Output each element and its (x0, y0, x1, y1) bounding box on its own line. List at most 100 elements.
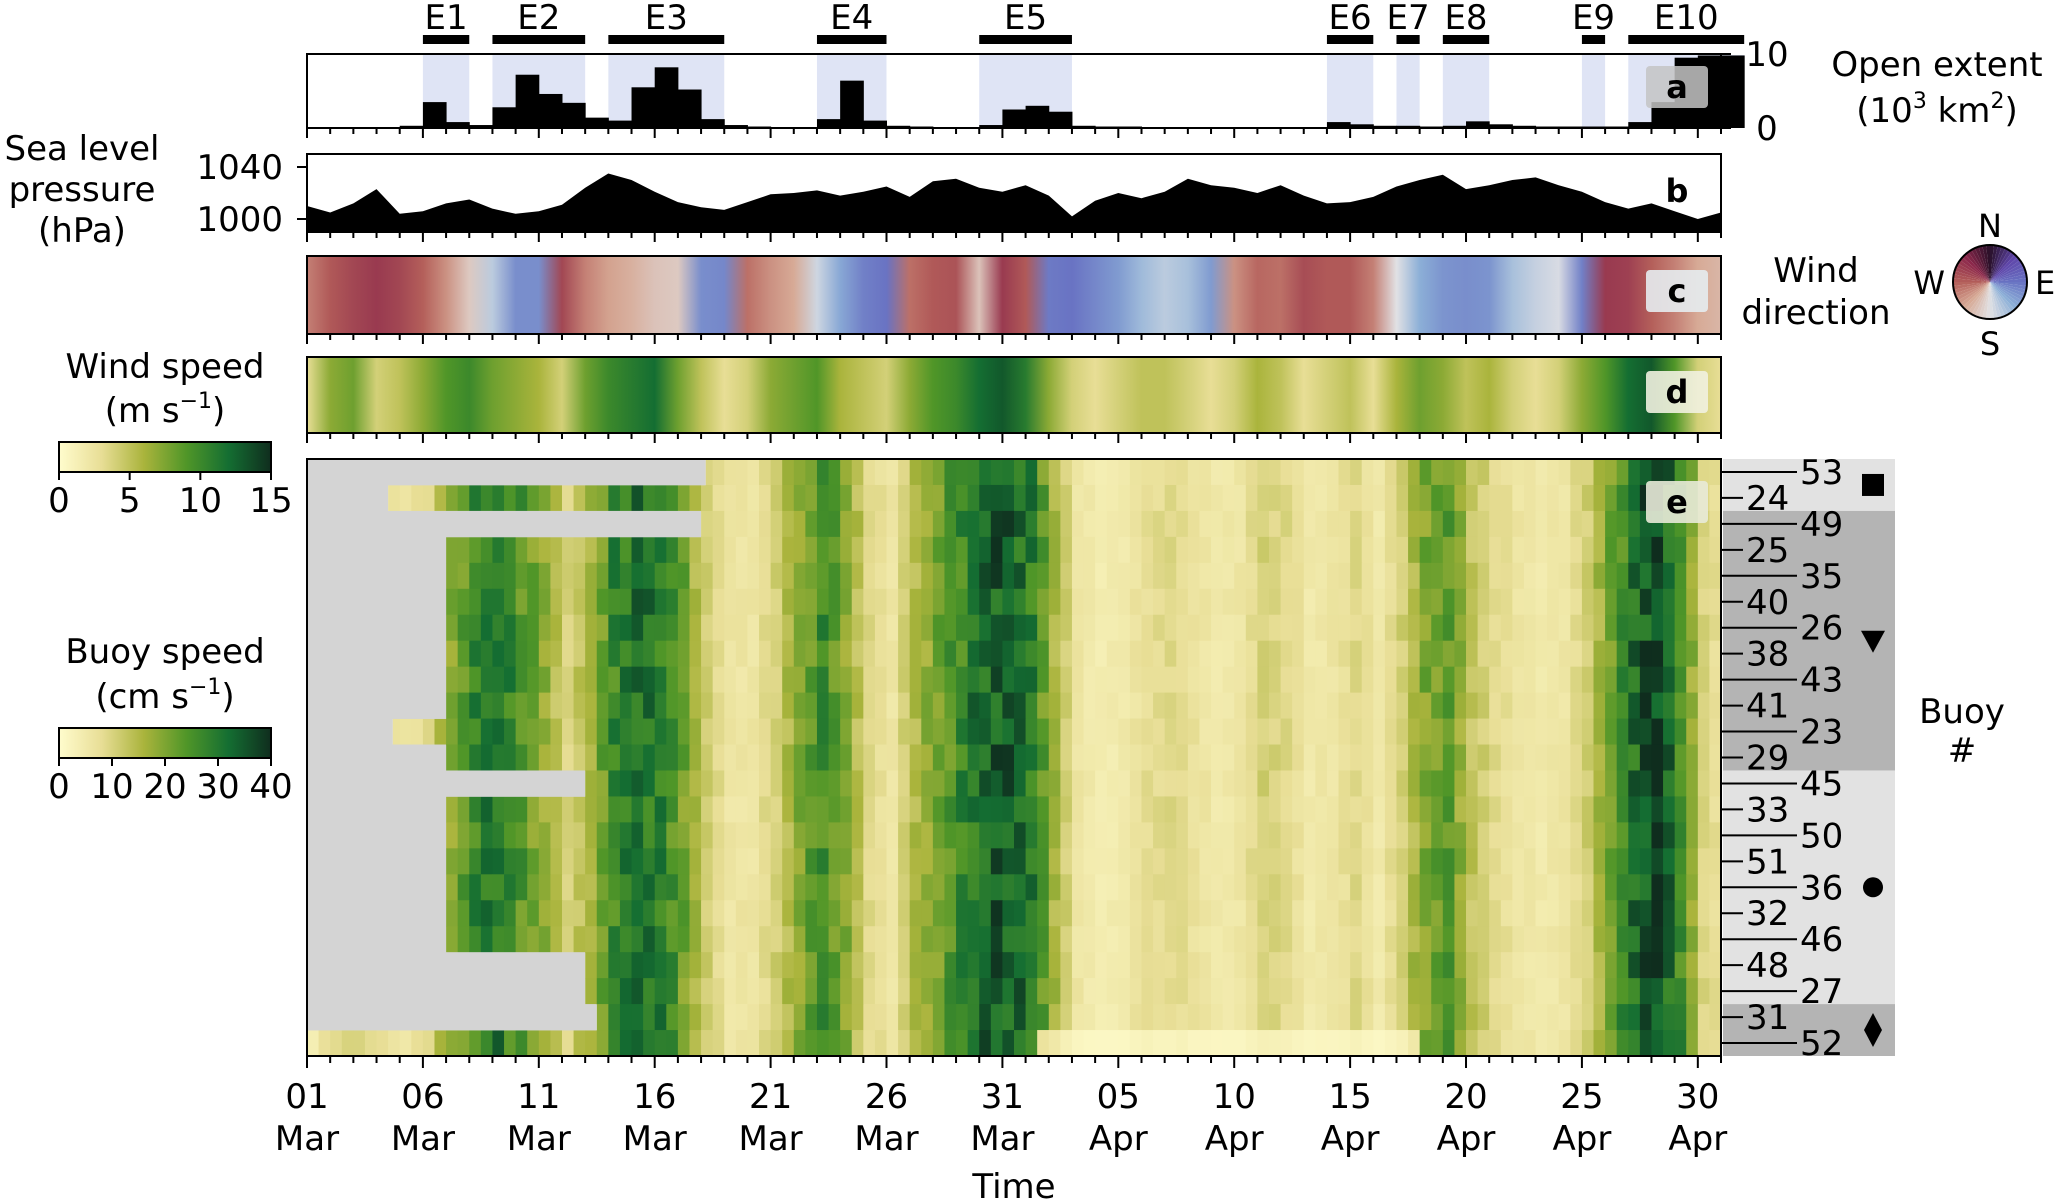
buoy-speed-cell (469, 796, 482, 823)
buoy-speed-cell (979, 744, 992, 772)
buoy-speed-cell (932, 874, 946, 901)
buoy-speed-cell (1014, 459, 1027, 486)
buoy-speed-cell (851, 718, 864, 746)
buoy-speed-cell (631, 1004, 644, 1031)
buoy-speed-cell (724, 588, 737, 616)
buoy-speed-cell (701, 510, 714, 538)
buoy-speed-cell (886, 770, 899, 798)
buoy-speed-cell (492, 848, 505, 875)
xtick-day-label: 31 (981, 1077, 1024, 1117)
buoy-speed-cell (1048, 874, 1061, 901)
buoy-speed-cell (793, 459, 806, 486)
buoy-speed-cell (1454, 926, 1467, 953)
buoy-label: 53 (1800, 453, 1843, 493)
buoy-speed-cell (1500, 1004, 1513, 1031)
buoy-speed-cell (1118, 848, 1131, 875)
buoy-speed-cell (1570, 796, 1583, 823)
buoy-speed-cell (538, 874, 551, 901)
buoy-speed-cell (1396, 666, 1409, 694)
buoy-speed-cell (619, 536, 633, 564)
buoy-speed-cell (1199, 614, 1212, 642)
buoy-speed-cell (1257, 536, 1270, 564)
buoy-speed-cell (689, 614, 702, 642)
extent-bar (816, 119, 841, 128)
buoy-speed-cell (1628, 822, 1641, 849)
buoy-speed-cell (1547, 822, 1560, 849)
buoy-speed-cell (747, 666, 760, 694)
buoy-speed-cell (1639, 718, 1653, 746)
buoy-speed-cell (828, 796, 841, 823)
buoy-speed-cell (770, 718, 783, 746)
buoy-speed-cell (909, 822, 922, 849)
xtick-day-label: 01 (285, 1077, 328, 1117)
buoy-speed-cell (1431, 562, 1444, 590)
buoy-speed-cell (1442, 562, 1456, 590)
buoy-speed-cell (1095, 692, 1108, 720)
xtick-month-label: Apr (1437, 1119, 1496, 1159)
buoy-speed-cell (1187, 484, 1201, 512)
buoy-speed-cell (1048, 692, 1061, 720)
buoy-speed-cell (1060, 614, 1073, 642)
buoy-speed-cell (561, 926, 575, 953)
buoy-speed-cell (735, 692, 749, 720)
buoy-speed-cell (677, 484, 691, 512)
buoy-speed-cell (1199, 536, 1212, 564)
buoy-speed-cell (1176, 822, 1189, 849)
buoy-speed-cell (585, 718, 598, 746)
buoy-speed-cell (1245, 796, 1258, 823)
buoy-speed-cell (851, 484, 864, 512)
buoy-speed-cell (1257, 796, 1270, 823)
buoy-speed-cell (1709, 588, 1722, 616)
buoy-speed-cell (1164, 484, 1177, 512)
buoy-speed-cell (967, 588, 980, 616)
buoy-speed-cell (1176, 588, 1189, 616)
buoy-speed-cell (608, 978, 621, 1005)
buoy-speed-cell (561, 588, 575, 616)
buoy-speed-cell (1187, 588, 1201, 616)
buoy-speed-cell (1257, 562, 1270, 590)
buoy-speed-cell (1431, 770, 1444, 798)
buoy-speed-cell (1292, 692, 1305, 720)
buoy-speed-cell (1628, 1030, 1641, 1057)
buoy-speed-cell (1558, 614, 1571, 642)
cbar-tick-label: 30 (196, 767, 239, 807)
panel-a-frame (306, 53, 1722, 129)
buoy-speed-cell (1095, 952, 1108, 979)
buoy-speed-cell (805, 848, 818, 875)
buoy-speed-cell (1338, 926, 1351, 953)
buoy-speed-cell (1292, 484, 1305, 512)
buoy-speed-cell (840, 510, 853, 538)
buoy-speed-cell (1257, 1004, 1270, 1031)
buoy-speed-cell (1431, 796, 1444, 823)
buoy-speed-cell (1257, 718, 1270, 746)
buoy-speed-cell (874, 614, 888, 642)
buoy-speed-cell (504, 822, 517, 849)
buoy-speed-cell (1709, 640, 1722, 668)
buoy-speed-cell (851, 848, 864, 875)
buoy-speed-cell (782, 874, 795, 901)
buoy-speed-cell (1222, 562, 1235, 590)
buoy-speed-cell (364, 1030, 378, 1057)
buoy-speed-cell (1234, 692, 1247, 720)
buoy-speed-cell (759, 536, 772, 564)
buoy-speed-cell (770, 510, 783, 538)
buoy-speed-cell (1234, 562, 1247, 590)
buoy-speed-cell (898, 536, 911, 564)
buoy-speed-cell (1408, 978, 1421, 1005)
buoy-speed-cell (1268, 822, 1282, 849)
buoy-speed-cell (840, 692, 853, 720)
buoy-speed-cell (457, 1030, 470, 1057)
buoy-speed-cell (990, 900, 1004, 927)
buoy-speed-cell (689, 718, 702, 746)
buoy-speed-cell (886, 510, 899, 538)
buoy-speed-cell (1014, 692, 1027, 720)
buoy-speed-cell (1709, 952, 1722, 979)
buoy-speed-cell (735, 640, 749, 668)
buoy-speed-cell (701, 536, 714, 564)
buoy-speed-cell (886, 926, 899, 953)
buoy-speed-cell (1326, 510, 1340, 538)
buoy-speed-cell (759, 718, 772, 746)
buoy-speed-cell (1384, 692, 1398, 720)
buoy-speed-cell (1605, 770, 1618, 798)
buoy-speed-cell (944, 770, 957, 798)
